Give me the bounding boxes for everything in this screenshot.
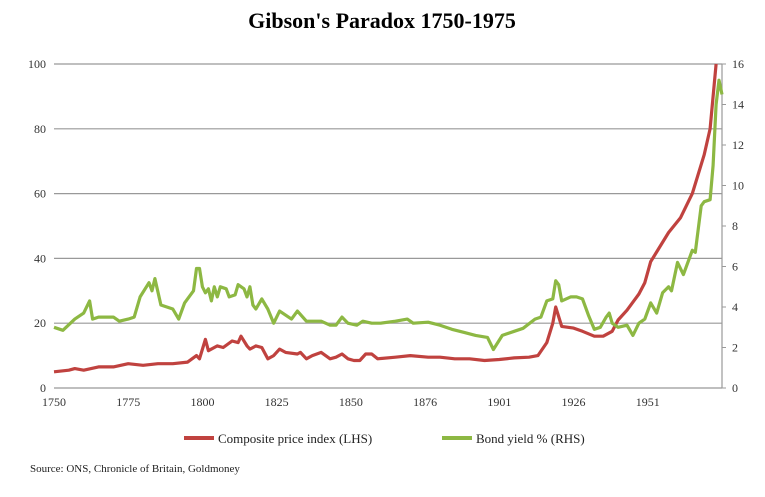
- y-left-tick-label: 100: [28, 57, 46, 71]
- y-right-tick-label: 2: [732, 341, 738, 355]
- x-tick-label: 1825: [265, 395, 289, 409]
- y-right-tick-label: 4: [732, 300, 738, 314]
- chart-title: Gibson's Paradox 1750-1975: [248, 8, 516, 33]
- x-tick-label: 1800: [190, 395, 214, 409]
- y-left-tick-label: 0: [40, 381, 46, 395]
- y-left-tick-label: 60: [34, 187, 46, 201]
- y-left-tick-label: 40: [34, 251, 46, 265]
- legend-label-price: Composite price index (LHS): [218, 431, 372, 446]
- x-tick-label: 1901: [487, 395, 511, 409]
- y-right-tick-label: 6: [732, 260, 738, 274]
- axes: 0 20 40 60 80 100 0 2 4 6 8 10 12 14 16 1750 1775 1800 182…: [28, 57, 744, 409]
- y-right-tick-label: 14: [732, 98, 744, 112]
- x-tick-label: 1951: [636, 395, 660, 409]
- x-tick-label: 1775: [116, 395, 140, 409]
- y-right-tick-label: 8: [732, 219, 738, 233]
- y-right-tick-label: 10: [732, 179, 744, 193]
- source-note: Source: ONS, Chronicle of Britain, Goldm…: [30, 463, 240, 475]
- x-tick-label: 1876: [413, 395, 437, 409]
- series-lines: [53, 63, 724, 374]
- y-right-tick-label: 12: [732, 138, 744, 152]
- x-tick-label: 1926: [562, 395, 586, 409]
- y-left-tick-label: 80: [34, 122, 46, 136]
- y-left-tick-label: 20: [34, 316, 46, 330]
- y-right-tick-label: 16: [732, 57, 744, 71]
- series-line-price-index: [53, 63, 718, 374]
- x-tick-label: 1750: [42, 395, 66, 409]
- gridlines: [54, 63, 722, 389]
- series-line-bond-yield: [53, 78, 724, 352]
- x-tick-label: 1850: [339, 395, 363, 409]
- y-right-tick-label: 0: [732, 381, 738, 395]
- legend: Composite price index (LHS) Bond yield %…: [184, 431, 585, 446]
- legend-label-yield: Bond yield % (RHS): [476, 431, 585, 446]
